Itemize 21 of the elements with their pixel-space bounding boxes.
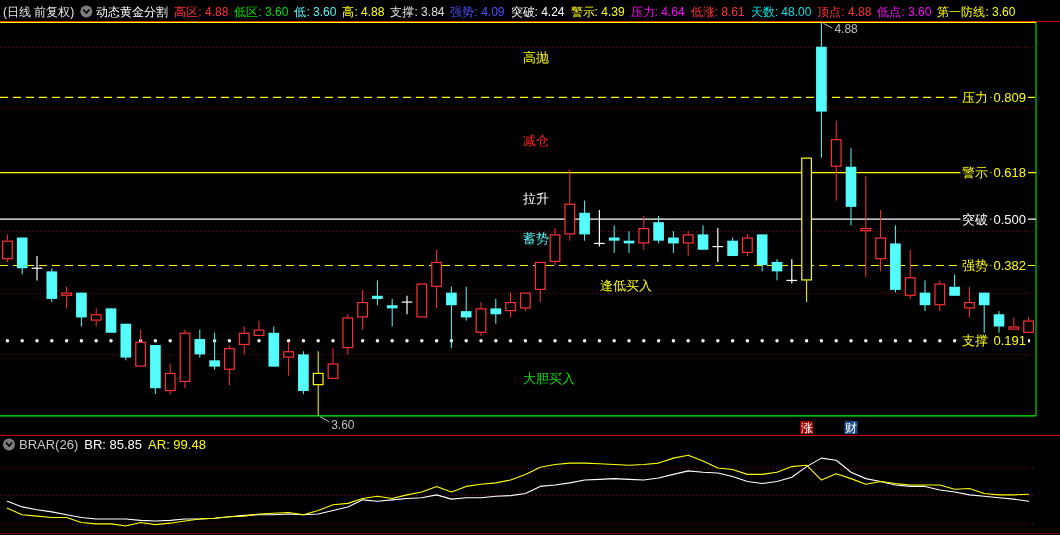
annotation: 4.88 — [834, 22, 859, 37]
y-tick-label: 0.809 — [993, 89, 1026, 105]
header: BRAR(26) BR: 85.85 AR: 99.48 — [3, 437, 206, 452]
annotation: 3.60 — [331, 417, 355, 432]
y-tick-label: 0.191 — [993, 333, 1026, 349]
y-tick-label: 0.618 — [993, 165, 1026, 181]
annotation: 减仓 — [523, 132, 549, 148]
annotation: 大胆买入 — [523, 370, 575, 386]
y-tick-label: 0.500 — [993, 211, 1026, 227]
annotation: 拉升 — [523, 190, 549, 206]
annotation: 逢低买入 — [600, 277, 652, 293]
annotation: 高抛 — [523, 49, 549, 65]
chart-title: (日线 前复权) — [3, 5, 75, 19]
ref-line-label: 支撑 — [960, 333, 991, 349]
y-tick-label: 0.382 — [993, 257, 1026, 273]
annotation: 蓄势 — [523, 230, 549, 246]
chart-subtitle: 动态黄金分割 — [96, 5, 169, 19]
chart-title: BRAR(26) — [19, 437, 79, 452]
ref-line-label: 警示 — [960, 165, 991, 181]
event-badge: 涨 — [800, 421, 814, 435]
header: (日线 前复权) 动态黄金分割 高区: 4.88 低区: 3.60 低: 3.60 高: 4.88 支撑: 3.84 强势: 4.09 突破: 4.24 警示: 4.39 压力: 4.64 低涨: 8.61 天数: 48.00 顶点: 4.88 低点: 3.60 第一防线: 3.60 — [3, 5, 1016, 19]
